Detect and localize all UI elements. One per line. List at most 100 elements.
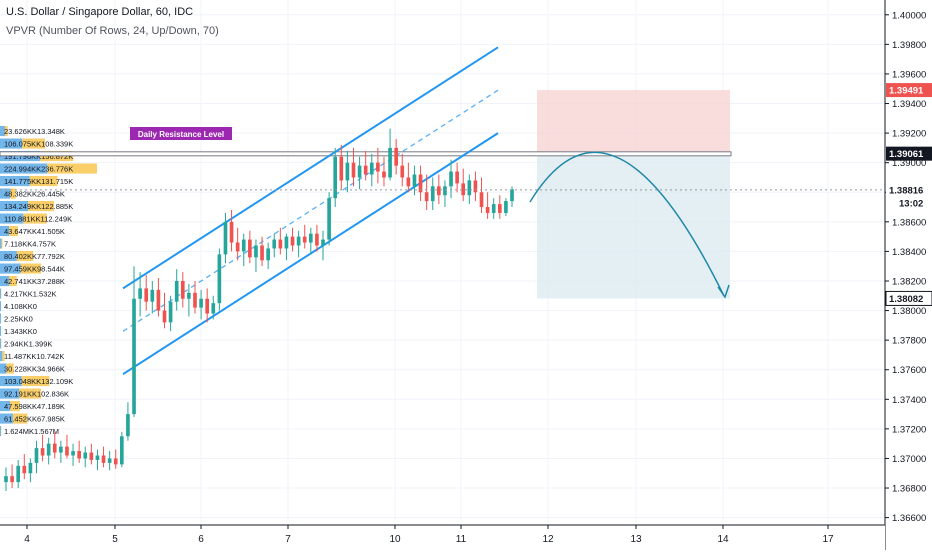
vpvr-up-bar [0,314,1,324]
candle-body [10,476,14,482]
price-tick-label: 1.36600 [892,513,926,524]
candle-body [132,299,136,414]
vpvr-row-label: 2.25KK0 [4,315,33,324]
candle-body [157,290,161,311]
candle-body [431,186,435,201]
candle-body [272,240,276,249]
candle-body [467,180,471,195]
vpvr-down-bar [1,239,2,249]
candle-body [474,180,478,192]
time-tick-label: 10 [389,534,401,545]
vpvr-row-label: 47.598KK47.189K [4,402,65,411]
candle-body [126,414,130,436]
candle-body [480,192,484,207]
candle-body [102,455,106,462]
candle-body [224,222,228,255]
candle-body [321,240,325,246]
price-badge-label: 1.38082 [889,294,923,305]
vpvr-up-bar [0,326,1,336]
candle-body [510,189,514,201]
vpvr-row-label: 92.191KK102.836K [4,390,69,399]
candle-body [187,293,191,299]
vpvr-row-label: 30.228KK34.966K [4,365,65,374]
candle-body [327,198,331,239]
candle-body [120,436,124,464]
price-badge-label: 1.38816 [889,185,923,196]
candle-body [358,166,362,178]
candle-body [169,302,173,323]
candle-body [346,163,350,181]
candle-body [498,204,502,213]
price-tick-label: 1.37800 [892,336,926,347]
candle-body [303,237,307,243]
candle-body [437,186,441,195]
vpvr-row-label: 42.741KK37.288K [4,277,65,286]
candle-body [425,192,429,201]
price-tick-label: 1.37000 [892,454,926,465]
candle-body [181,281,185,299]
candle-body [492,204,496,213]
vpvr-up-bar [0,351,2,361]
vpvr-row-label: 11.487KK10.742K [4,352,64,361]
candle-body [211,303,215,313]
time-tick-label: 12 [542,534,554,545]
time-axis-bg [0,525,885,550]
candle-body [35,448,39,463]
vpvr-row-label: 2.94KK1.399K [4,340,52,349]
time-tick-label: 14 [717,534,729,545]
vpvr-row-label: 97.459KK98.544K [4,265,65,274]
candle-body [394,148,398,166]
price-badge-label: 13:02 [899,199,923,210]
candle-body [486,207,490,213]
candle-body [4,476,8,482]
candle-body [315,234,319,246]
candle-body [236,243,240,252]
vpvr-row-label: 224.994KK236.776K [4,165,73,174]
candle-body [413,175,417,187]
vpvr-up-bar [0,426,1,436]
target-zone [537,154,730,299]
price-axis-bg [885,0,932,550]
candle-body [339,157,343,181]
candle-body [175,281,179,302]
candle-body [254,245,258,257]
candle-body [114,458,118,464]
candle-body [193,293,197,308]
vpvr-row-label: 103.048KK132.109K [4,377,73,386]
vpvr-row-label: 7.118KK4.757K [4,240,56,249]
candle-body [279,240,283,249]
candle-body [59,447,63,453]
indicator-label: VPVR (Number Of Rows, 24, Up/Down, 70) [6,25,219,37]
candle-body [205,299,209,314]
candle-body [364,166,368,175]
vpvr-row-label: 4.108KK0 [4,302,37,311]
candle-body [443,186,447,195]
candle-body [370,163,374,175]
price-tick-label: 1.38000 [892,306,926,317]
time-tick-label: 4 [24,534,30,545]
candle-body [53,444,57,453]
candle-body [199,299,203,308]
price-tick-label: 1.36800 [892,484,926,495]
price-tick-label: 1.39200 [892,129,926,140]
price-tick-label: 1.38400 [892,247,926,258]
candle-body [90,453,94,460]
vpvr-row-label: 43.647KK41.505K [4,227,65,236]
price-tick-label: 1.40000 [892,10,926,21]
candle-body [407,177,411,186]
candle-body [71,451,75,455]
candle-body [266,248,270,260]
price-tick-label: 1.37200 [892,424,926,435]
time-tick-label: 11 [456,534,467,545]
candle-body [242,240,246,252]
annotation-label: Daily Resistance Level [138,130,224,139]
vpvr-row-label: 1.343KK0 [4,327,37,336]
vpvr-up-bar [0,301,1,311]
price-badge-label: 1.39491 [889,86,924,97]
candle-body [218,254,222,303]
candle-body [376,163,380,172]
price-tick-label: 1.37600 [892,365,926,376]
vpvr-row-label: 4.217KK1.532K [4,290,57,299]
candle-body [16,466,20,482]
